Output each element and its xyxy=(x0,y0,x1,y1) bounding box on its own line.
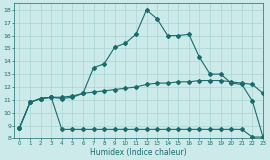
X-axis label: Humidex (Indice chaleur): Humidex (Indice chaleur) xyxy=(90,148,187,156)
